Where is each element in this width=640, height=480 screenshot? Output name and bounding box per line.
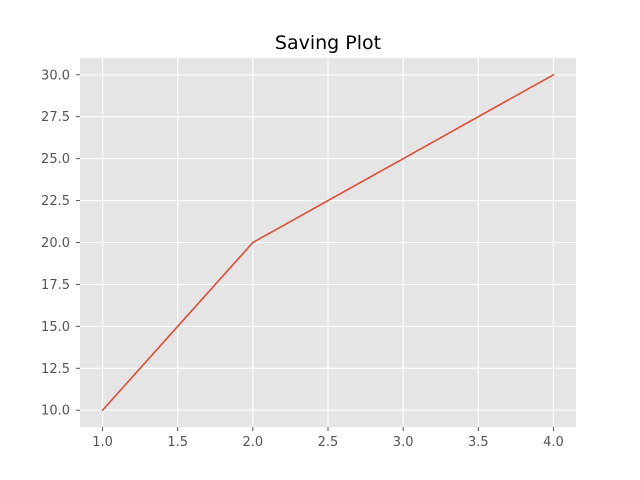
x-tick-label: 2.5: [318, 435, 339, 450]
y-axis: 10.0 12.5 15.0 17.5 20.0 22.5 25.0 27.5 30.0: [41, 68, 80, 419]
x-tick-label: 3.5: [468, 435, 489, 450]
y-tick-label: 10.0: [41, 404, 70, 419]
y-tick-label: 30.0: [41, 68, 70, 83]
y-tick-label: 15.0: [41, 320, 70, 335]
y-tick-label: 25.0: [41, 152, 70, 167]
y-tick-label: 27.5: [41, 110, 70, 125]
grid-lines: [80, 58, 576, 427]
x-tick-label: 3.0: [393, 435, 414, 450]
y-tick-label: 17.5: [41, 278, 70, 293]
x-tick-label: 4.0: [543, 435, 564, 450]
x-tick-label: 1.0: [92, 435, 113, 450]
x-tick-label: 2.0: [243, 435, 264, 450]
y-tick-label: 22.5: [41, 194, 70, 209]
chart-title: Saving Plot: [275, 32, 381, 54]
x-axis: 1.0 1.5 2.0 2.5 3.0 3.5 4.0: [92, 427, 564, 450]
series-layer: [101, 73, 555, 412]
x-tick-label: 1.5: [167, 435, 188, 450]
series-line-0: [101, 73, 555, 412]
y-tick-label: 12.5: [41, 362, 70, 377]
y-tick-label: 20.0: [41, 236, 70, 251]
